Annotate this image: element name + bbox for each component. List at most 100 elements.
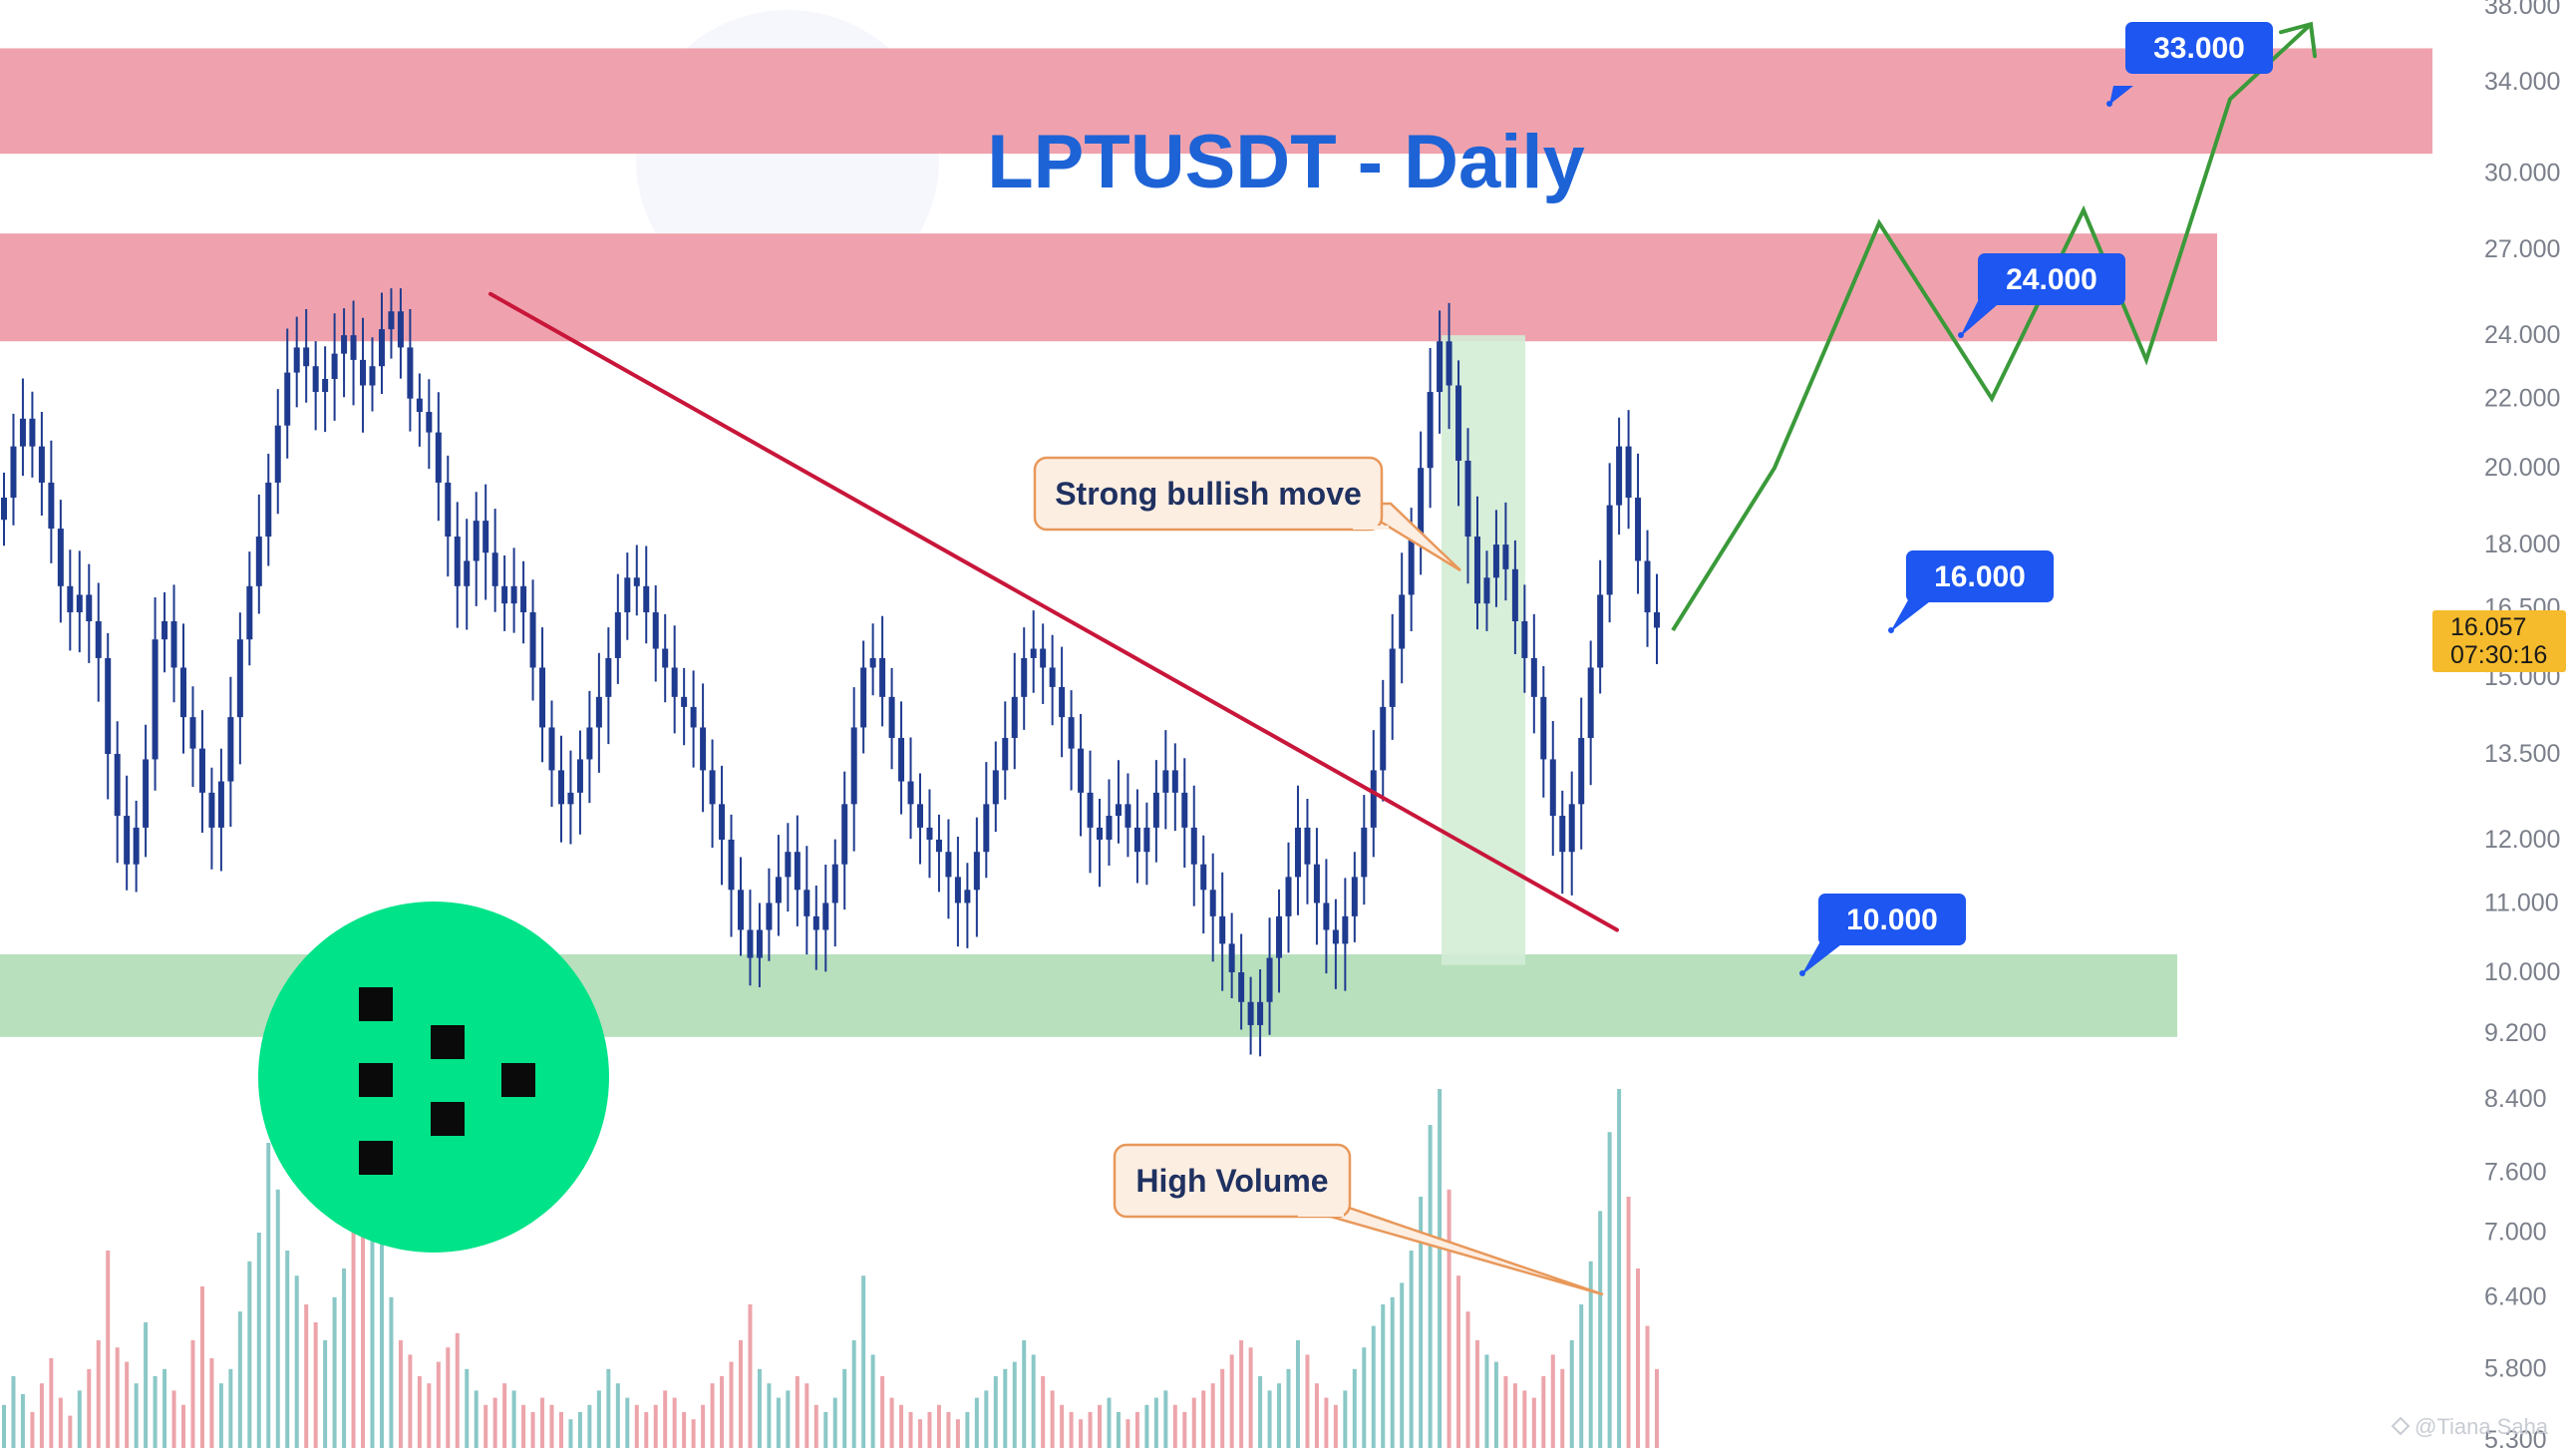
volume-bar [1343,1390,1348,1448]
volume-bar [880,1376,885,1448]
candle-body [29,418,36,447]
volume-bar [1220,1368,1225,1448]
volume-bar [1400,1282,1405,1448]
candle-body [1,497,7,521]
candle-body [19,418,26,447]
volume-bar [1012,1361,1017,1448]
volume-bar [1098,1404,1103,1448]
volume-bar [786,1390,791,1448]
candle-body [822,903,829,930]
candle-body [198,748,205,793]
volume-bar [115,1347,120,1448]
volume-bar [1258,1376,1263,1448]
candle-body [614,612,621,658]
volume-bar [1041,1376,1046,1448]
candle-body [236,639,243,718]
candle-body [397,311,404,348]
volume-bar [1456,1275,1461,1448]
volume-bar [511,1390,516,1448]
volume-bar [389,1296,394,1448]
candle-body [860,667,867,728]
volume-bar [644,1412,649,1448]
volume-bar [30,1412,35,1448]
volume-bar [1050,1390,1055,1448]
candle-body [1106,816,1113,840]
volume-bar [1541,1376,1546,1448]
volume-bar [748,1304,753,1448]
volume-bar [427,1383,432,1448]
candle-body [1133,827,1140,853]
volume-bar [1182,1412,1187,1448]
volume-bar [615,1383,620,1448]
candle-body [643,585,650,613]
candle-body [831,864,838,904]
candle-body [1040,648,1047,668]
y-tick-label: 27.000 [2484,235,2560,263]
volume-bar [1381,1304,1386,1448]
candle-body [917,804,924,828]
volume-bar [1409,1251,1414,1448]
candle-body [170,620,177,668]
volume-bar [1277,1383,1282,1448]
candle-body [1247,1001,1254,1025]
candle-body [567,792,574,805]
volume-bar [294,1275,299,1448]
candle-body [1370,770,1377,828]
volume-bar [266,1143,271,1448]
volume-bar [256,1233,261,1448]
candle-body [1087,792,1094,828]
candle-body [1171,770,1178,793]
volume-bar [199,1286,204,1448]
volume-bar [832,1397,837,1448]
y-tick-label: 22.000 [2484,385,2560,413]
candle-body [1294,827,1301,878]
volume-bar [465,1368,470,1448]
volume-bar [502,1383,507,1448]
candle-body [719,804,726,840]
volume-bar [1079,1419,1084,1448]
candle-body [1276,915,1283,958]
volume-bar [1522,1390,1527,1448]
current-price-box [2432,610,2566,672]
y-tick-label: 30.000 [2484,159,2560,186]
candle-body [152,639,159,760]
volume-bar [247,1261,252,1448]
y-tick-label: 10.000 [2484,958,2560,986]
volume-bar [20,1394,25,1448]
volume-bar [370,1107,375,1448]
candle-body [1625,446,1632,498]
target-33: 33.000 [2106,22,2273,107]
volume-bar [653,1404,658,1448]
candle-body [435,432,442,483]
volume-bar [218,1383,223,1448]
volume-bar [889,1397,894,1448]
volume-bar [993,1376,998,1448]
projected-path-arrowhead-icon [2279,21,2317,59]
candle-body [747,929,754,958]
volume-bar [1116,1412,1121,1448]
volume-bar [408,1354,413,1448]
candle-body [520,585,527,613]
volume-bar [39,1383,44,1448]
brand-logo-dot [359,1141,393,1175]
candle-body [1427,392,1434,469]
volume-bar [530,1412,535,1448]
candle-body [1654,612,1660,628]
candle-body [1030,648,1037,658]
candle-body [1502,544,1509,569]
volume-bar [1126,1419,1130,1448]
candle-body [879,657,886,697]
volume-bar [58,1397,63,1448]
volume-bar [955,1419,960,1448]
candle-body [510,585,517,604]
candle-body [378,329,385,367]
volume-bar [125,1361,130,1448]
target-label: 24.000 [2006,263,2097,296]
volume-bar [1655,1368,1659,1448]
volume-bar [162,1368,167,1448]
current-price-countdown: 07:30:16 [2450,641,2547,669]
candle-body [756,929,763,958]
volume-bar [577,1412,582,1448]
candle-body [1266,957,1273,1002]
